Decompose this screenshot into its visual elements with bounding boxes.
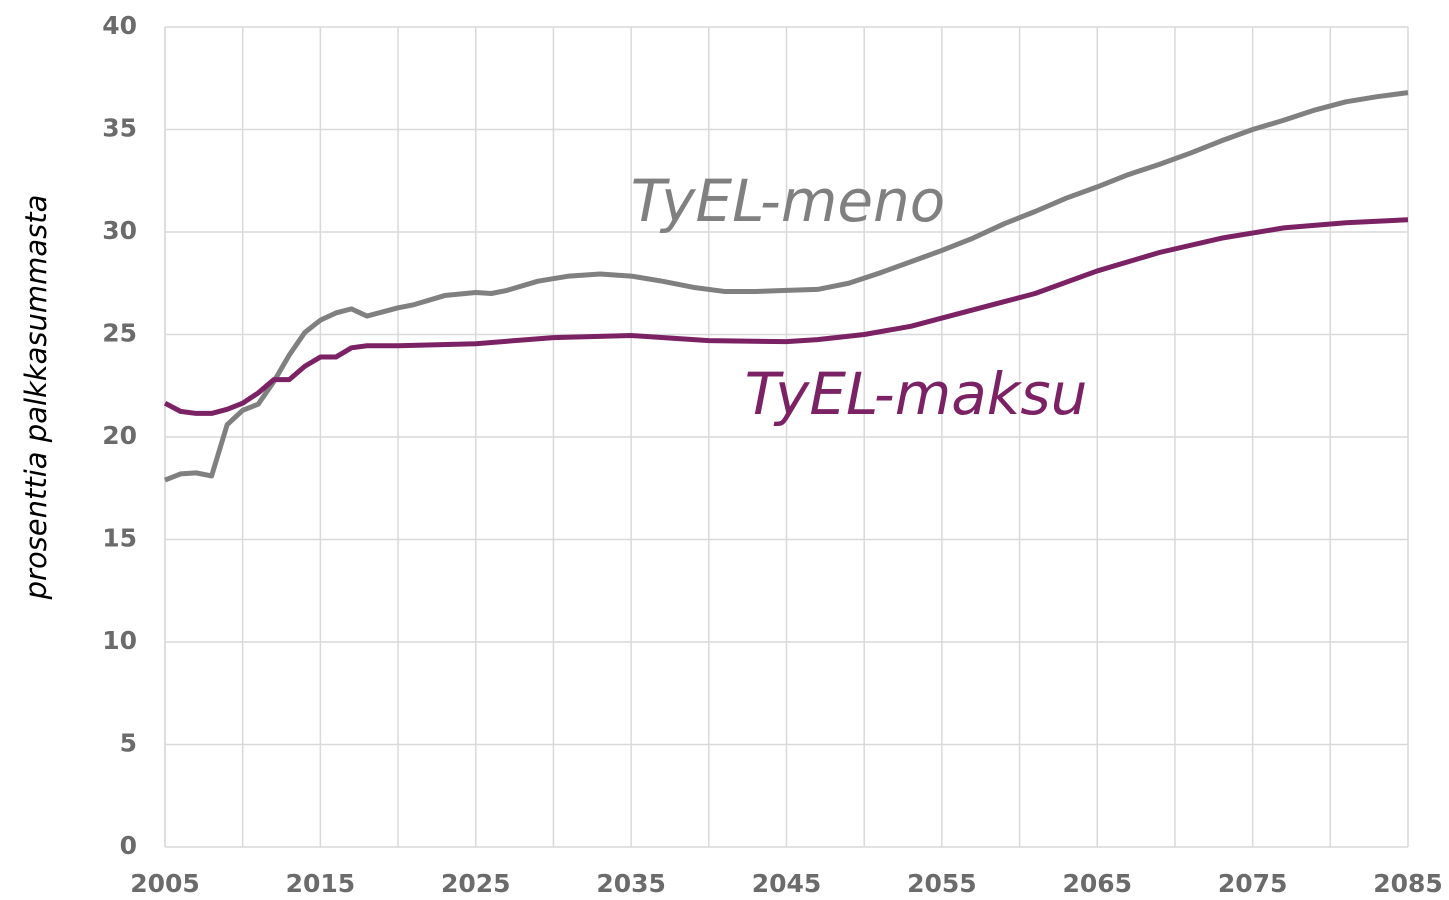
series-label: TyEL-meno bbox=[631, 167, 946, 235]
series-line bbox=[164, 90, 1409, 483]
x-tick-label: 2075 bbox=[1218, 869, 1288, 898]
x-tick-label: 2025 bbox=[441, 869, 511, 898]
y-tick-label: 25 bbox=[102, 319, 137, 348]
y-tick-label: 20 bbox=[102, 421, 137, 450]
series-line bbox=[163, 217, 1409, 416]
y-tick-label: 40 bbox=[102, 11, 137, 40]
y-tick-label: 10 bbox=[102, 626, 137, 655]
y-tick-label: 15 bbox=[102, 524, 137, 553]
y-tick-label: 30 bbox=[102, 216, 137, 245]
y-tick-label: 0 bbox=[120, 831, 137, 860]
x-tick-label: 2005 bbox=[130, 869, 200, 898]
x-tick-label: 2035 bbox=[596, 869, 666, 898]
series-label: TyEL-maksu bbox=[745, 360, 1088, 428]
x-tick-label: 2015 bbox=[286, 869, 356, 898]
y-tick-label: 5 bbox=[120, 729, 137, 758]
x-tick-label: 2085 bbox=[1373, 869, 1443, 898]
y-axis-label: prosenttia palkkasummasta bbox=[19, 195, 53, 601]
y-tick-label: 35 bbox=[102, 114, 137, 143]
x-tick-label: 2065 bbox=[1062, 869, 1132, 898]
x-tick-label: 2055 bbox=[907, 869, 977, 898]
x-tick-label: 2045 bbox=[752, 869, 822, 898]
